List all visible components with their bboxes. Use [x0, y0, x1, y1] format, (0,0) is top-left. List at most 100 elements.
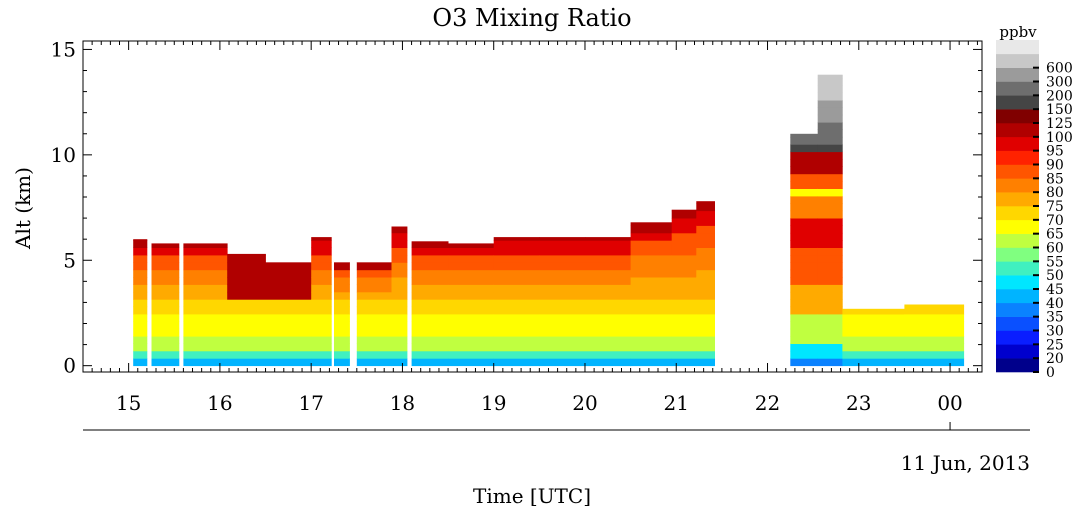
colorbar-level-label: 20	[1046, 351, 1064, 367]
o3-cell	[817, 321, 843, 330]
o3-cell	[356, 328, 392, 337]
o3-cell	[696, 328, 715, 337]
colorbar-level-label: 95	[1046, 144, 1064, 160]
o3-cell	[671, 321, 697, 330]
o3-cell	[696, 336, 715, 344]
o3-cell	[842, 308, 905, 315]
o3-cell	[585, 277, 631, 285]
o3-cell	[817, 92, 843, 101]
o3-cell	[904, 306, 965, 315]
o3-cell	[585, 328, 631, 337]
o3-cell	[790, 358, 819, 367]
colorbar-swatch	[996, 164, 1039, 179]
o3-cell	[391, 247, 408, 256]
o3-cell	[790, 262, 819, 271]
o3-cell	[133, 269, 148, 278]
o3-cell	[630, 328, 673, 337]
o3-cell	[696, 218, 715, 226]
o3-cell	[817, 262, 843, 271]
o3-cell	[311, 262, 332, 271]
colorbar-level-label: 100	[1046, 130, 1073, 146]
o3-cell	[391, 350, 408, 359]
o3-cell	[265, 336, 312, 344]
o3-cell	[790, 291, 819, 300]
o3-cell	[630, 306, 673, 315]
o3-cell	[493, 240, 540, 248]
o3-cell	[585, 314, 631, 322]
o3-cell	[790, 255, 819, 263]
o3-cell	[493, 269, 540, 278]
colorbar-level-label: 30	[1046, 324, 1064, 340]
o3-cell	[151, 328, 180, 337]
o3-cell	[817, 306, 843, 315]
o3-cell	[904, 314, 965, 322]
o3-cell	[817, 107, 843, 116]
colorbar-level-label: 90	[1046, 158, 1064, 174]
x-tick-label: 00	[937, 391, 962, 415]
o3-cell	[790, 277, 819, 285]
o3-cell	[356, 321, 392, 330]
profile-column	[391, 226, 408, 367]
o3-cell	[183, 277, 228, 285]
o3-cell	[133, 284, 148, 293]
o3-cell	[311, 240, 332, 248]
o3-cell	[448, 255, 495, 263]
o3-cell	[817, 77, 843, 86]
o3-cell	[493, 358, 540, 367]
o3-cell	[817, 173, 843, 182]
o3-cell	[539, 336, 586, 344]
o3-cell	[790, 306, 819, 315]
profile-column	[904, 304, 965, 367]
colorbar-swatch	[996, 219, 1039, 234]
o3-cell	[151, 306, 180, 315]
o3-cell	[493, 328, 540, 337]
o3-cell	[265, 291, 312, 300]
o3-cell	[630, 291, 673, 300]
colorbar-level-label: 300	[1046, 75, 1073, 91]
o3-cell	[842, 336, 905, 344]
o3-cell	[842, 321, 905, 330]
o3-cell	[411, 358, 449, 367]
colorbar: 0202530354045505560657075808590951001251…	[996, 40, 1073, 381]
o3-cell	[411, 314, 449, 322]
o3-cell	[493, 321, 540, 330]
o3-cell	[356, 306, 392, 315]
date-label: 11 Jun, 2013	[901, 451, 1030, 475]
o3-cell	[493, 284, 540, 293]
o3-cell	[183, 255, 228, 263]
colorbar-level-label: 125	[1046, 116, 1073, 132]
colorbar-level-label: 35	[1046, 310, 1064, 326]
o3-cell	[817, 129, 843, 138]
o3-cell	[790, 133, 819, 138]
o3-cell	[671, 218, 697, 226]
o3-cell	[133, 247, 148, 256]
o3-cell	[391, 277, 408, 285]
o3-cell	[265, 299, 312, 308]
o3-cell	[334, 262, 350, 271]
o3-cell	[133, 336, 148, 344]
o3-cell	[334, 358, 350, 367]
o3-cell	[356, 343, 392, 352]
o3-cell	[227, 336, 266, 344]
o3-cell	[539, 291, 586, 300]
o3-cell	[334, 284, 350, 293]
o3-cell	[904, 321, 965, 330]
o3-cell	[265, 262, 312, 271]
o3-cell	[904, 350, 965, 359]
o3-cell	[133, 262, 148, 271]
o3-cell	[391, 255, 408, 263]
o3-cell	[817, 144, 843, 153]
o3-cell	[227, 328, 266, 337]
o3-cell	[391, 321, 408, 330]
o3-cell	[448, 336, 495, 344]
o3-cell	[227, 284, 266, 293]
o3-cell	[311, 314, 332, 322]
o3-cell	[411, 284, 449, 293]
o3-cell	[151, 262, 180, 271]
o3-cell	[448, 243, 495, 248]
o3-cell	[790, 136, 819, 145]
o3-cell	[842, 358, 905, 367]
o3-cell	[448, 299, 495, 308]
o3-cell	[539, 269, 586, 278]
